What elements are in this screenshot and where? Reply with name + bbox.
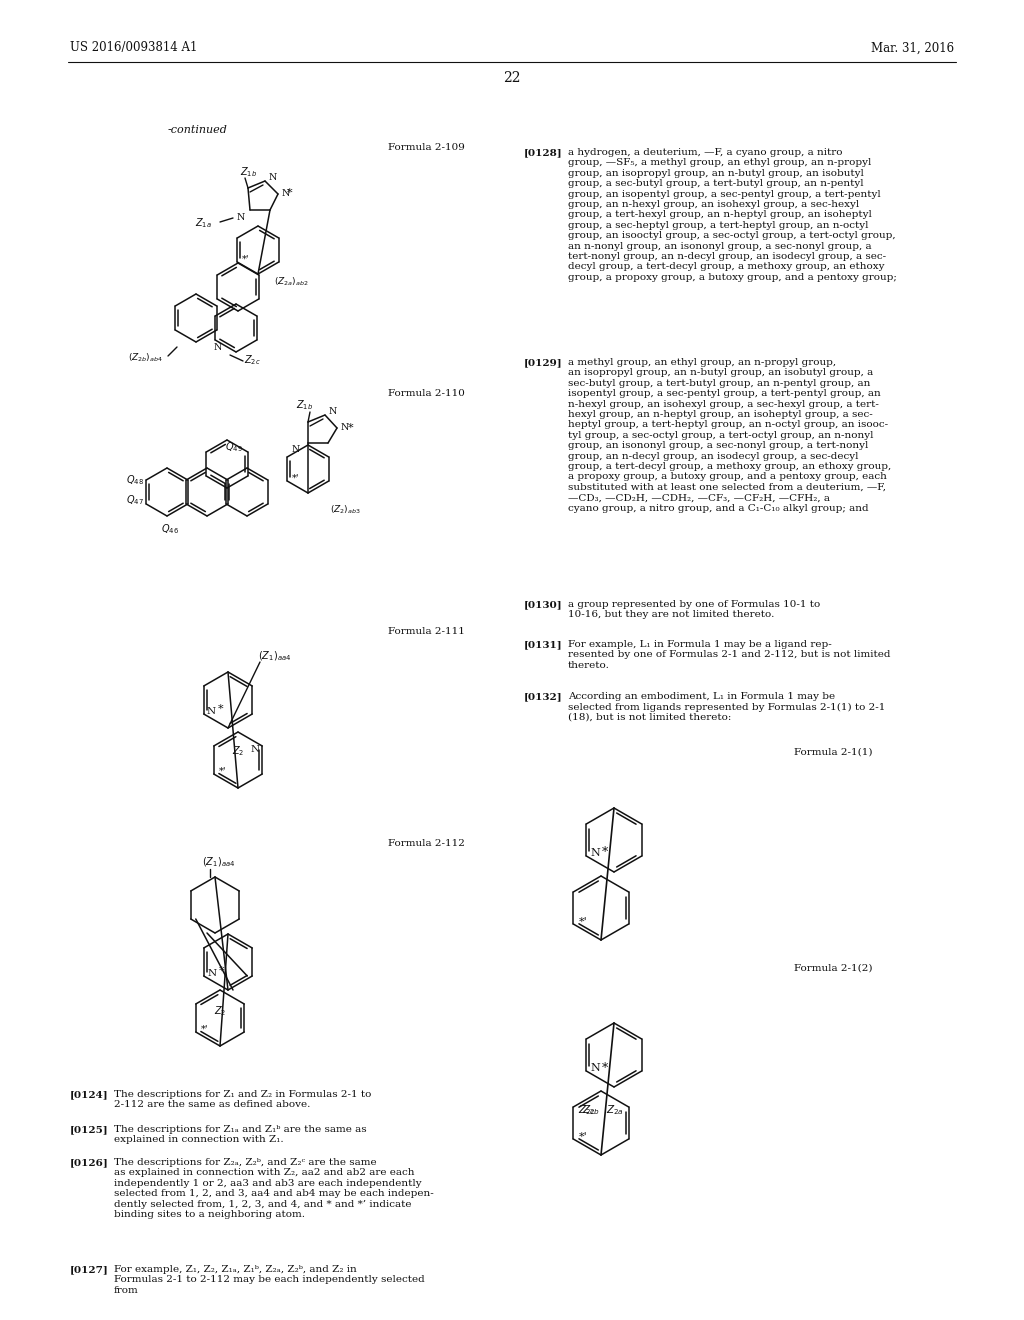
Text: Formula 2-111: Formula 2-111 (388, 627, 465, 636)
Text: a group represented by one of Formulas 10-1 to
10-16, but they are not limited t: a group represented by one of Formulas 1… (568, 601, 820, 619)
Text: $Q_{46}$: $Q_{46}$ (161, 521, 179, 536)
Text: US 2016/0093814 A1: US 2016/0093814 A1 (70, 41, 198, 54)
Text: $(Z_1)_{aa4}$: $(Z_1)_{aa4}$ (202, 855, 236, 869)
Text: *: * (602, 1061, 608, 1074)
Text: *: * (602, 846, 608, 859)
Text: $Z_{1a}$: $Z_{1a}$ (196, 216, 212, 230)
Text: $Z_2$: $Z_2$ (231, 744, 244, 758)
Text: $Z_{1b}$: $Z_{1b}$ (240, 165, 257, 180)
Text: N: N (341, 424, 349, 433)
Text: [0124]: [0124] (70, 1090, 109, 1100)
Text: N: N (208, 969, 217, 978)
Text: $Z_{2c}$: $Z_{2c}$ (579, 1104, 596, 1117)
Text: $Z_{1b}$: $Z_{1b}$ (296, 399, 313, 412)
Text: a methyl group, an ethyl group, an n-propyl group,
an isopropyl group, an n-buty: a methyl group, an ethyl group, an n-pro… (568, 358, 891, 512)
Text: [0130]: [0130] (524, 601, 562, 609)
Text: N: N (590, 847, 600, 858)
Text: $Q_{48}$: $Q_{48}$ (126, 473, 144, 487)
Text: Formula 2-109: Formula 2-109 (388, 144, 465, 153)
Text: *': *' (201, 1024, 208, 1034)
Text: The descriptions for Z₁ₐ and Z₁ᵇ are the same as
explained in connection with Z₁: The descriptions for Z₁ₐ and Z₁ᵇ are the… (114, 1125, 367, 1144)
Text: Formula 2-1(2): Formula 2-1(2) (794, 964, 872, 973)
Text: The descriptions for Z₁ and Z₂ in Formulas 2-1 to
2-112 are the same as defined : The descriptions for Z₁ and Z₂ in Formul… (114, 1090, 372, 1109)
Text: *: * (219, 966, 224, 975)
Text: a hydrogen, a deuterium, —F, a cyano group, a nitro
group, —SF₅, a methyl group,: a hydrogen, a deuterium, —F, a cyano gro… (568, 148, 897, 281)
Text: $Z_2$: $Z_2$ (214, 1005, 226, 1018)
Text: $Q_{47}$: $Q_{47}$ (126, 494, 144, 507)
Text: N: N (269, 173, 278, 182)
Text: $Z_{2b}$: $Z_{2b}$ (582, 1104, 600, 1117)
Text: $(Z_2)_{ab3}$: $(Z_2)_{ab3}$ (330, 504, 360, 516)
Text: For example, L₁ in Formula 1 may be a ligand rep-
resented by one of Formulas 2-: For example, L₁ in Formula 1 may be a li… (568, 640, 891, 669)
Text: -continued: -continued (168, 125, 228, 135)
Text: [0131]: [0131] (524, 640, 562, 649)
Text: Formula 2-1(1): Formula 2-1(1) (794, 747, 872, 756)
Text: $Z_{2c}$: $Z_{2c}$ (244, 354, 261, 367)
Text: [0132]: [0132] (524, 692, 562, 701)
Text: N: N (214, 343, 222, 352)
Text: *': *' (219, 767, 226, 776)
Text: $(Z_{2b})_{ab4}$: $(Z_{2b})_{ab4}$ (128, 351, 163, 364)
Text: Formula 2-112: Formula 2-112 (388, 838, 465, 847)
Text: N: N (329, 408, 337, 417)
Text: *': *' (579, 917, 587, 927)
Text: *: * (348, 422, 353, 433)
Text: [0127]: [0127] (70, 1265, 109, 1274)
Text: [0128]: [0128] (524, 148, 562, 157)
Text: The descriptions for Z₂ₐ, Z₂ᵇ, and Z₂ᶜ are the same
as explained in connection w: The descriptions for Z₂ₐ, Z₂ᵇ, and Z₂ᶜ a… (114, 1158, 434, 1218)
Text: Mar. 31, 2016: Mar. 31, 2016 (870, 41, 954, 54)
Text: For example, Z₁, Z₂, Z₁ₐ, Z₁ᵇ, Z₂ₐ, Z₂ᵇ, and Z₂ in
Formulas 2-1 to 2-112 may be : For example, Z₁, Z₂, Z₁ₐ, Z₁ᵇ, Z₂ₐ, Z₂ᵇ,… (114, 1265, 425, 1295)
Text: 22: 22 (503, 71, 521, 84)
Text: $(Z_1)_{aa4}$: $(Z_1)_{aa4}$ (258, 649, 292, 663)
Text: N: N (237, 214, 245, 223)
Text: N: N (282, 190, 291, 198)
Text: [0126]: [0126] (70, 1158, 109, 1167)
Text: Formula 2-110: Formula 2-110 (388, 388, 465, 397)
Text: *': *' (579, 1133, 587, 1142)
Text: $Z_{2a}$: $Z_{2a}$ (606, 1104, 624, 1117)
Text: *: * (287, 187, 293, 198)
Text: N: N (590, 1063, 600, 1073)
Text: N: N (207, 706, 216, 715)
Text: [0125]: [0125] (70, 1125, 109, 1134)
Text: *': *' (292, 474, 300, 483)
Text: According an embodiment, L₁ in Formula 1 may be
selected from ligands represente: According an embodiment, L₁ in Formula 1… (568, 692, 886, 722)
Text: N: N (292, 446, 300, 454)
Text: [0129]: [0129] (524, 358, 562, 367)
Text: $(Z_{2a})_{ab2}$: $(Z_{2a})_{ab2}$ (274, 276, 308, 288)
Text: $Q_{49}$: $Q_{49}$ (225, 440, 243, 454)
Text: N: N (250, 744, 259, 754)
Text: *: * (218, 704, 223, 714)
Text: *': *' (243, 255, 250, 264)
